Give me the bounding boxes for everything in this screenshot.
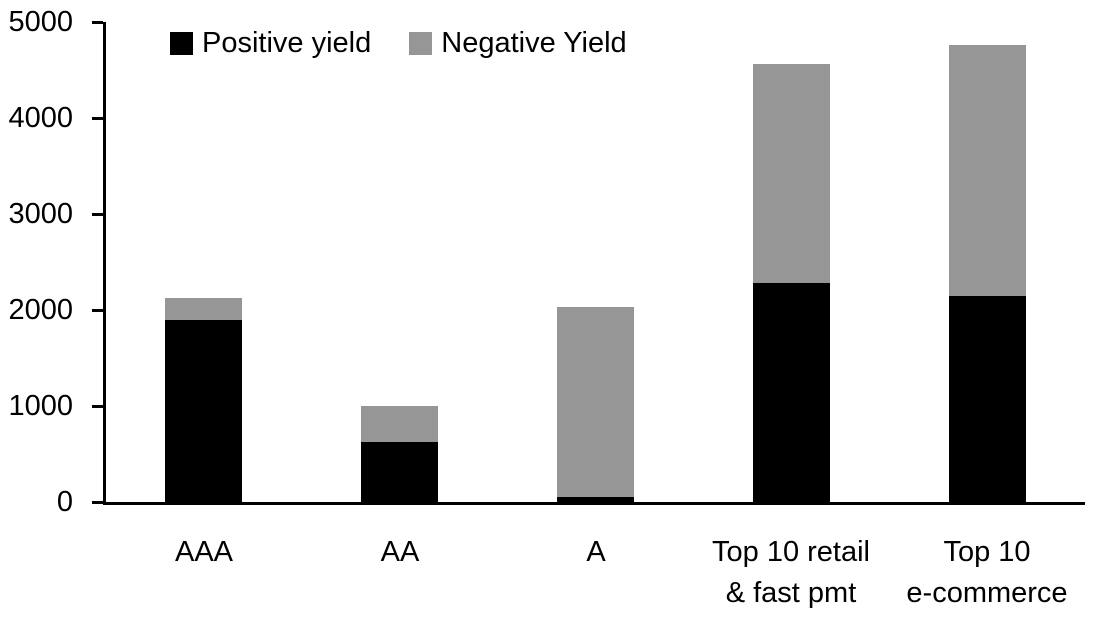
bar-segment-negative-yield: [753, 64, 830, 284]
y-axis-tick-label: 4000: [8, 102, 73, 134]
y-axis-tick: [92, 501, 103, 504]
bar-segment-positive-yield: [557, 497, 634, 502]
y-axis-tick-label: 5000: [8, 6, 73, 38]
legend-swatch-icon: [170, 32, 193, 55]
bar-segment-positive-yield: [165, 319, 242, 502]
y-axis-tick: [92, 405, 103, 408]
x-axis-category-label: Top 10 e-commerce: [906, 536, 1068, 609]
legend-item-positive-yield: Positive yield: [170, 27, 371, 60]
y-axis-tick-label: 3000: [8, 198, 73, 230]
bar-segment-positive-yield: [361, 442, 438, 502]
bar-segment-negative-yield: [557, 307, 634, 498]
bar-segment-positive-yield: [753, 283, 830, 502]
x-axis-line: [103, 502, 1085, 505]
y-axis-tick: [92, 21, 103, 24]
legend-label: Positive yield: [202, 27, 372, 59]
bar-segment-negative-yield: [361, 406, 438, 443]
y-axis-tick-label: 2000: [8, 294, 73, 326]
legend-item-negative-yield: Negative Yield: [409, 27, 627, 60]
y-axis-tick-label: 0: [56, 486, 73, 518]
x-axis-category-label: AAA: [174, 536, 234, 568]
y-axis-tick: [92, 213, 103, 216]
bar-segment-negative-yield: [165, 298, 242, 320]
y-axis-tick: [92, 117, 103, 120]
legend-label: Negative Yield: [441, 27, 627, 59]
bar-segment-negative-yield: [949, 45, 1026, 296]
legend-swatch-icon: [409, 32, 433, 55]
chart-legend: Positive yield Negative Yield: [170, 27, 627, 60]
x-axis-category-label: A: [586, 536, 606, 568]
x-axis-category-label: Top 10 retail & fast pmt: [712, 536, 870, 609]
bar-segment-positive-yield: [949, 295, 1026, 502]
y-axis-tick: [92, 309, 103, 312]
x-axis-category-label: AA: [380, 536, 420, 568]
y-axis-tick-label: 1000: [8, 390, 73, 422]
y-axis-line: [103, 22, 106, 505]
